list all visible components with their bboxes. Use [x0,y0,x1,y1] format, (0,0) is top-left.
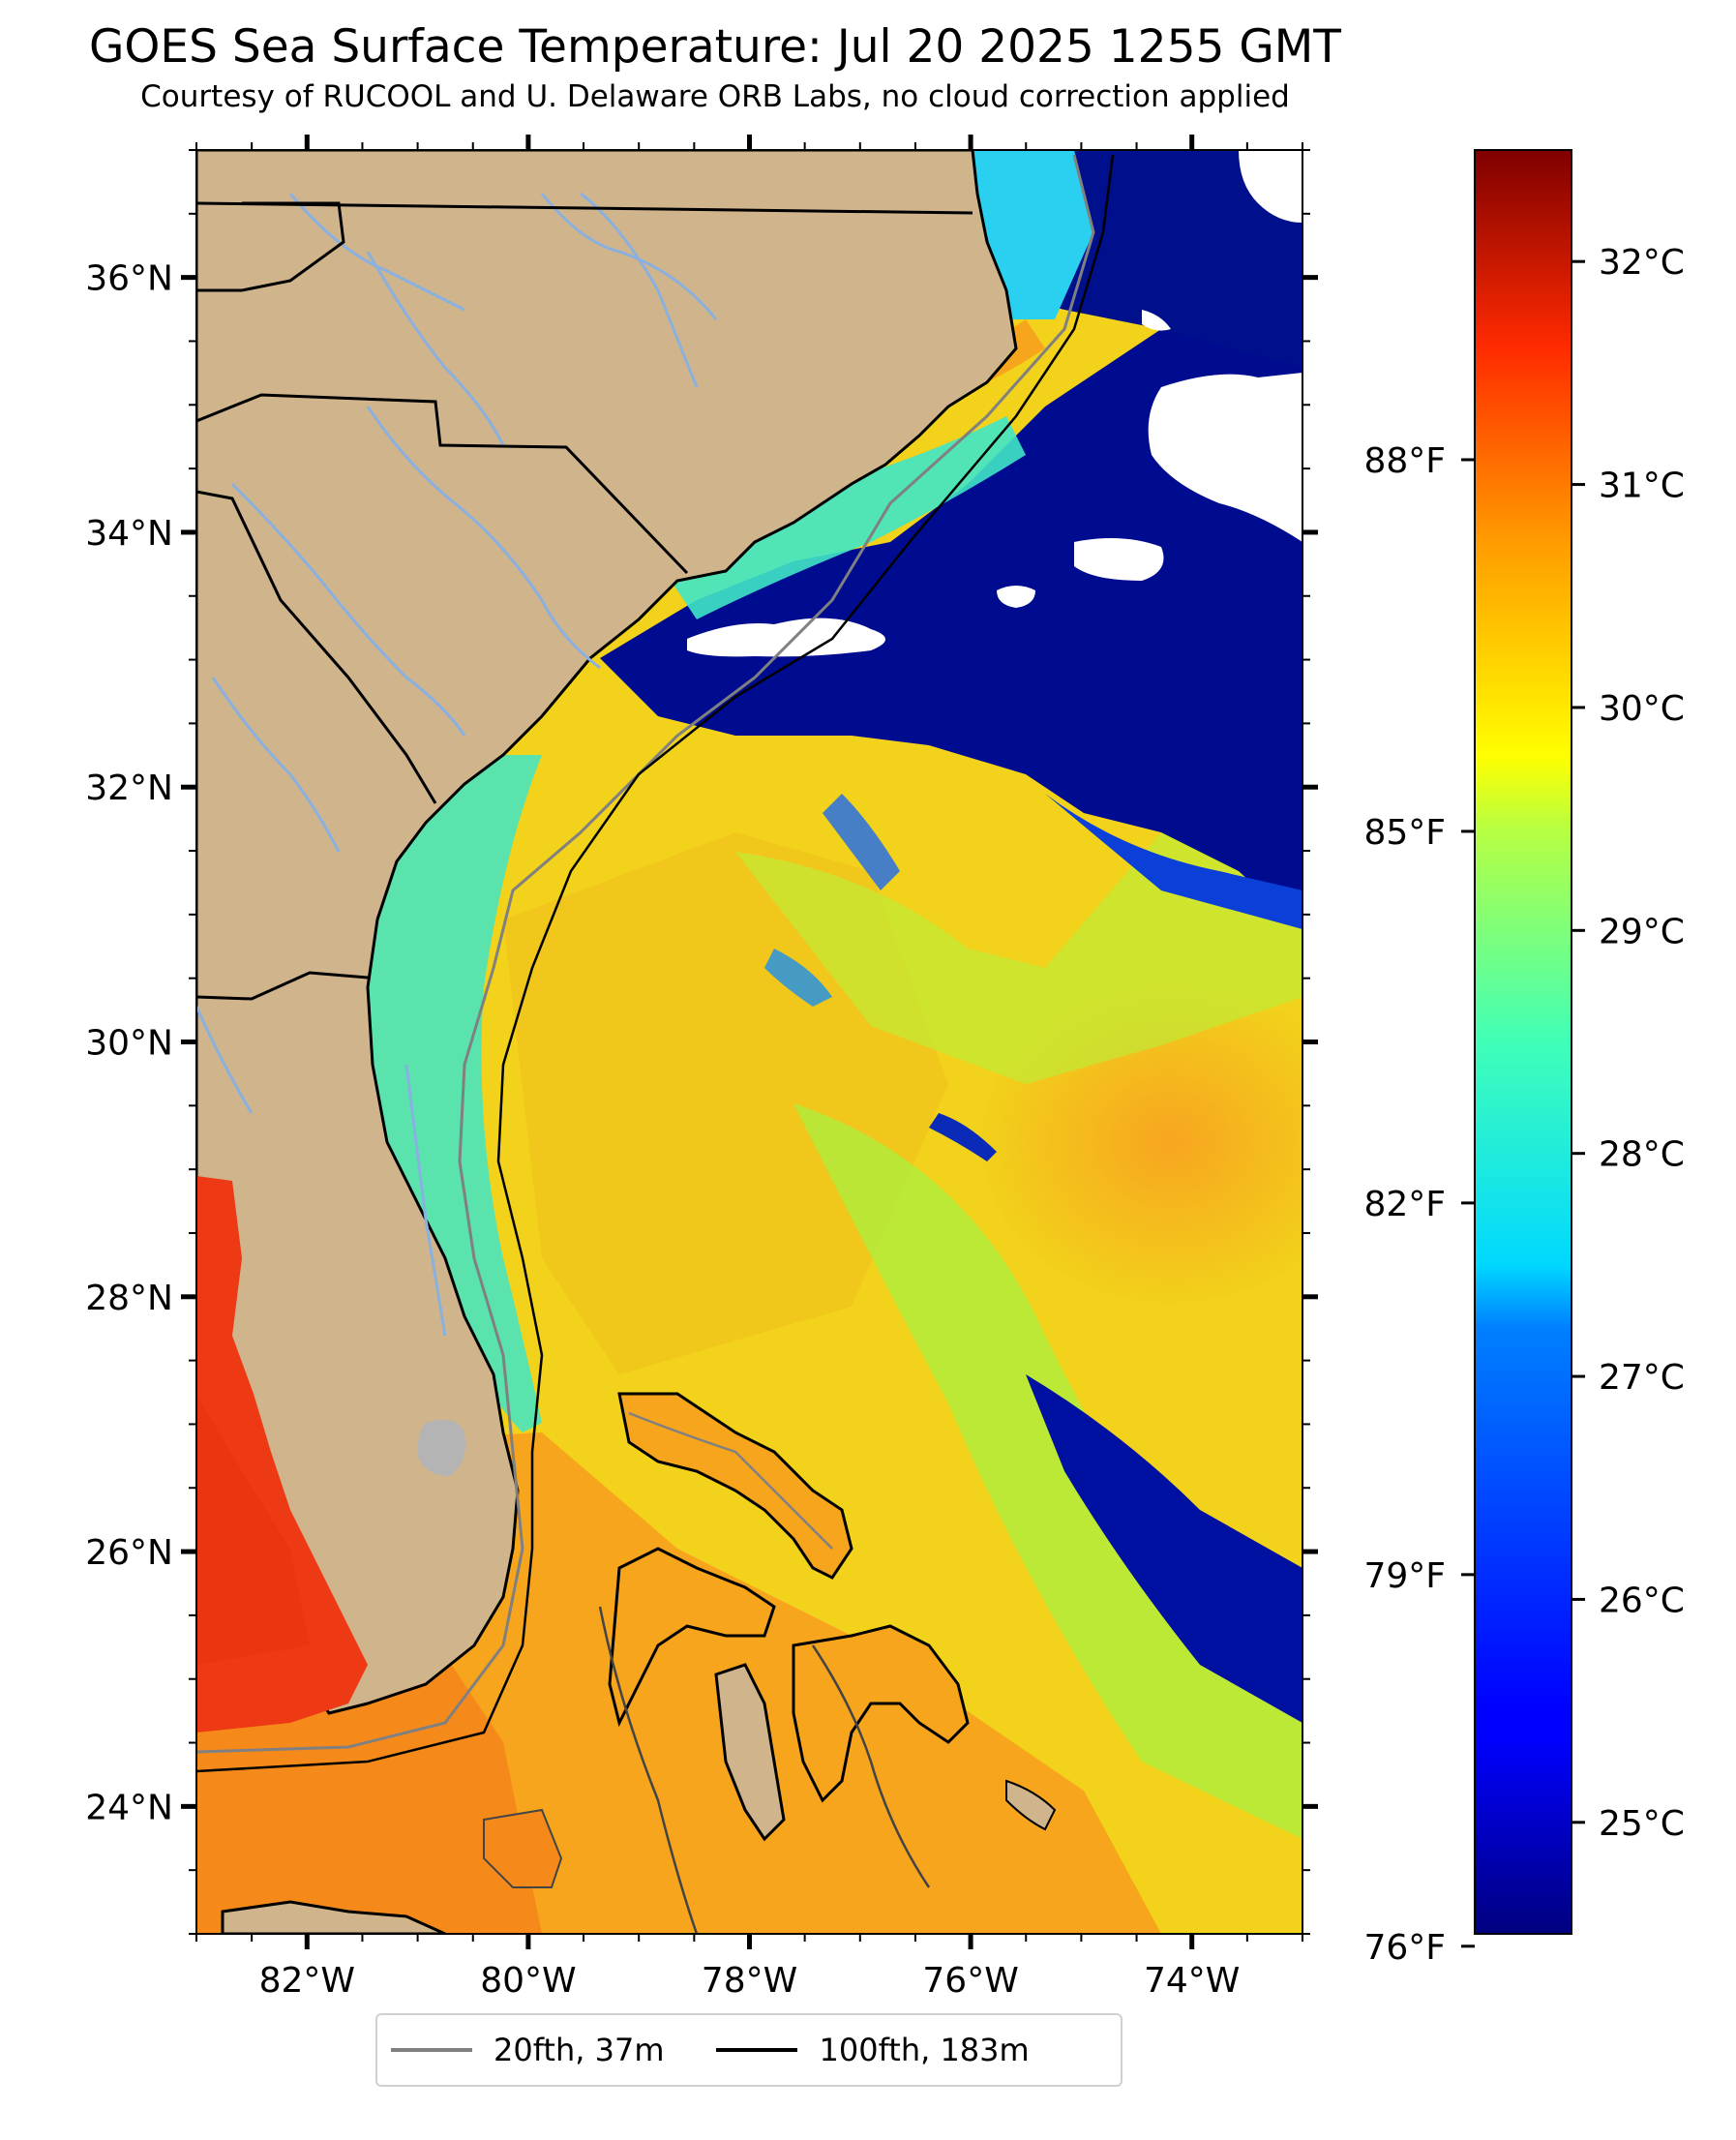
land-areas [196,150,1057,1934]
fahrenheit-label: 88°F [1363,441,1446,481]
longitude-label: 76°W [922,1961,1018,2001]
colorbar-ticks: 25°C 26°C 27°C 28°C 29°C 30°C 31°C 32°C [1571,243,1685,1844]
celsius-label: 30°C [1599,689,1685,729]
latitude-label: 32°N [85,769,173,808]
isobath-legend: 20fth, 37m 100fth, 183m [375,2013,1122,2087]
longitude-label: 82°W [259,1961,355,2001]
latitude-label: 24°N [85,1788,173,1827]
celsius-label: 31°C [1599,467,1685,506]
legend-label: 20fth, 37m [494,2032,665,2068]
latitude-label: 28°N [85,1279,173,1318]
fahrenheit-label: 79°F [1363,1556,1446,1596]
legend-label: 100fth, 183m [819,2032,1030,2068]
legend-line-gray [391,2048,472,2052]
longitude-labels: 82°W 80°W 78°W 76°W 74°W [259,1961,1241,2001]
longitude-label: 74°W [1144,1961,1240,2001]
celsius-label: 29°C [1599,912,1685,951]
latitude-label: 30°N [85,1024,173,1064]
legend-item-100fth: 100fth, 183m [703,2032,1030,2068]
map-subtitle: Courtesy of RUCOOL and U. Delaware ORB L… [140,79,1290,114]
longitude-label: 78°W [702,1961,797,2001]
colorbar [1474,149,1572,1935]
legend-item-20fth: 20fth, 37m [377,2032,664,2068]
celsius-label: 27°C [1599,1358,1685,1398]
fahrenheit-label: 76°F [1363,1928,1446,1968]
fahrenheit-labels: 76°F 79°F 82°F 85°F 88°F [1363,441,1475,1968]
latitude-label: 36°N [85,259,173,299]
celsius-label: 25°C [1599,1804,1685,1844]
isobaths [196,154,1115,1934]
longitude-label: 80°W [480,1961,576,2001]
legend-line-black [716,2048,798,2052]
latitude-label: 26°N [85,1533,173,1573]
map-title: GOES Sea Surface Temperature: Jul 20 202… [88,20,1342,74]
celsius-label: 32°C [1599,243,1685,283]
latitude-label: 34°N [85,514,173,554]
celsius-label: 26°C [1599,1581,1685,1620]
rivers [196,192,718,1337]
fahrenheit-label: 82°F [1363,1185,1446,1224]
fahrenheit-label: 85°F [1363,813,1446,853]
map-axis-ticks [181,135,1318,1949]
latitude-labels: 24°N 26°N 28°N 30°N 32°N 34°N 36°N [85,259,173,1828]
state-borders [196,201,973,1001]
celsius-label: 28°C [1599,1135,1685,1175]
